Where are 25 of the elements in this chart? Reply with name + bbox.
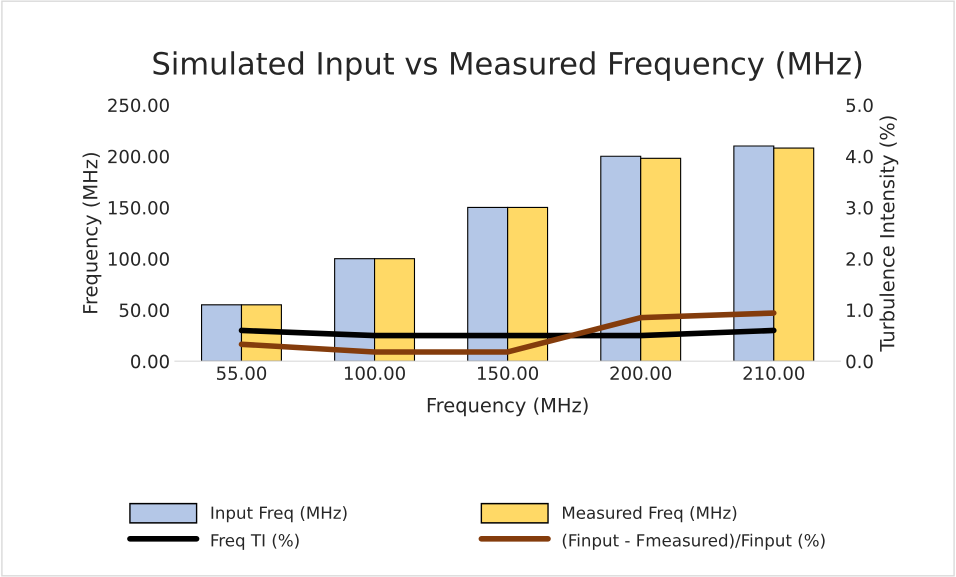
y-tick-label: 150.00 bbox=[108, 200, 169, 215]
x-tick-label: 100.00 bbox=[344, 366, 405, 380]
y-axis-title: Frequency (MHz) bbox=[82, 153, 102, 313]
y-tick-label: 250.00 bbox=[108, 98, 169, 112]
y2-tick-label: 0.0 bbox=[846, 354, 873, 368]
y2-tick-label: 5.0 bbox=[846, 98, 873, 112]
legend-label: Input Freq (MHz) bbox=[212, 506, 347, 522]
x-tick-label: 55.00 bbox=[217, 366, 266, 380]
chart-title: Simulated Input vs Measured Frequency (MHz) bbox=[153, 51, 862, 81]
y2-tick-label: 4.0 bbox=[846, 150, 873, 164]
y-tick-label: 100.00 bbox=[108, 252, 169, 266]
legend-label: (Finput - Fmeasured)/Finput (%) bbox=[562, 534, 825, 550]
y2-tick-label: 2.0 bbox=[846, 252, 873, 266]
y-tick-label: 200.00 bbox=[108, 150, 169, 164]
y-tick-label: 0.00 bbox=[131, 354, 169, 368]
y-tick-label: 50.00 bbox=[120, 303, 169, 318]
y2-tick-label: 1.0 bbox=[847, 303, 873, 318]
x-tick-label: 200.00 bbox=[610, 366, 672, 380]
y2-axis-title: Turbulence Intensity (%) bbox=[879, 116, 898, 352]
legend-label: Measured Freq (MHz) bbox=[563, 506, 736, 522]
x-tick-label: 150.00 bbox=[478, 366, 538, 380]
x-tick-label: 210.00 bbox=[744, 366, 804, 380]
legend-label: Freq TI (%) bbox=[212, 534, 299, 550]
x-axis-title: Frequency (MHz) bbox=[428, 397, 588, 416]
y2-tick-label: 3.0 bbox=[846, 200, 873, 215]
